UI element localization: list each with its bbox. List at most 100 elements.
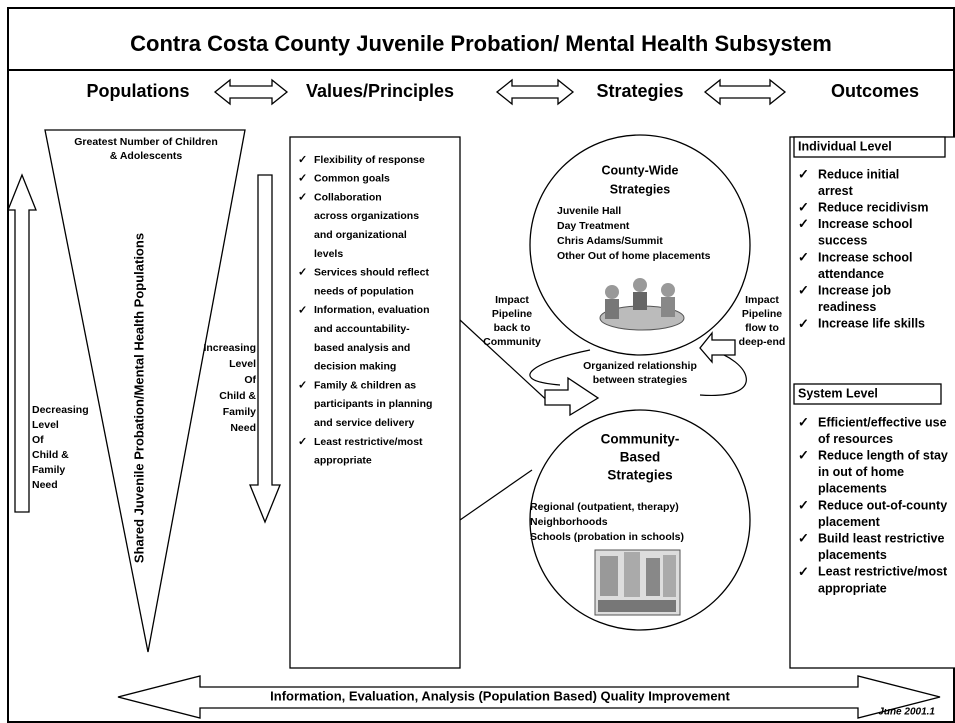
community-title: Community- bbox=[601, 432, 680, 447]
relationship-text: between strategies bbox=[593, 374, 688, 386]
outcome-item: placement bbox=[818, 515, 881, 529]
community-item: Neighborhoods bbox=[530, 516, 608, 528]
check-mark: ✓ bbox=[798, 216, 809, 231]
check-mark: ✓ bbox=[798, 249, 809, 264]
page: Contra Costa County Juvenile Probation/ … bbox=[0, 0, 955, 723]
community-title: Strategies bbox=[607, 468, 672, 483]
county-item: Chris Adams/Summit bbox=[557, 235, 663, 247]
outcome-level-title: System Level bbox=[798, 386, 878, 400]
check-mark: ✓ bbox=[798, 166, 809, 181]
triangle-side-text: Shared Juvenile Probation/Mental Health … bbox=[131, 233, 146, 563]
decreasing-text: Decreasing bbox=[32, 404, 89, 416]
check-mark: ✓ bbox=[298, 192, 307, 204]
outcome-item: Reduce out-of-county bbox=[818, 498, 947, 512]
increasing-text: Increasing bbox=[203, 342, 256, 354]
impact-back-text: Community bbox=[483, 336, 541, 348]
meeting-illustration bbox=[600, 278, 684, 330]
column-header: Populations bbox=[87, 81, 190, 101]
increasing-text: Of bbox=[244, 374, 256, 386]
double-arrow bbox=[705, 80, 785, 104]
community-item: Schools (probation in schools) bbox=[530, 531, 684, 543]
value-item: and organizational bbox=[314, 229, 407, 241]
column-header: Strategies bbox=[596, 81, 683, 101]
impact-flow-text: Impact bbox=[745, 294, 779, 306]
curve-arrow bbox=[530, 350, 590, 385]
outcome-item: Increase job bbox=[818, 283, 891, 297]
value-item: and service delivery bbox=[314, 417, 415, 429]
outcome-item: Reduce initial bbox=[818, 167, 899, 181]
outcome-item: success bbox=[818, 234, 867, 248]
increasing-text: Level bbox=[229, 358, 256, 370]
date-text: June 2001.1 bbox=[878, 707, 935, 718]
county-item: Day Treatment bbox=[557, 220, 630, 232]
county-item: Other Out of home placements bbox=[557, 250, 711, 262]
outcome-item: placements bbox=[818, 482, 887, 496]
check-mark: ✓ bbox=[798, 414, 809, 429]
outcome-item: in out of home bbox=[818, 465, 904, 479]
check-mark: ✓ bbox=[298, 173, 307, 185]
value-item: participants in planning bbox=[314, 398, 432, 410]
impact-flow-text: deep-end bbox=[739, 336, 786, 348]
impact-back-text: back to bbox=[494, 322, 531, 334]
impact-back-text: Impact bbox=[495, 294, 529, 306]
arrow-head bbox=[545, 378, 598, 415]
check-mark: ✓ bbox=[798, 564, 809, 579]
value-item: Collaboration bbox=[314, 191, 382, 203]
outcome-item: attendance bbox=[818, 267, 884, 281]
county-title: Strategies bbox=[610, 182, 670, 196]
decreasing-text: Need bbox=[32, 479, 58, 491]
header-arrows bbox=[215, 80, 785, 104]
impact-flow-text: Pipeline bbox=[742, 308, 782, 320]
triangle-top-text: & Adolescents bbox=[110, 150, 183, 162]
banner-text: Information, Evaluation, Analysis (Popul… bbox=[270, 688, 730, 703]
triangle-top-text: Greatest Number of Children bbox=[74, 136, 218, 148]
value-item: Information, evaluation bbox=[314, 304, 430, 316]
double-arrow bbox=[497, 80, 573, 104]
value-item: and accountability- bbox=[314, 323, 410, 335]
check-mark: ✓ bbox=[298, 154, 307, 166]
outcome-item: of resources bbox=[818, 432, 893, 446]
outcome-item: Efficient/effective use bbox=[818, 415, 947, 429]
value-item: Common goals bbox=[314, 173, 390, 185]
connector bbox=[460, 470, 532, 520]
value-item: needs of population bbox=[314, 285, 414, 297]
check-mark: ✓ bbox=[798, 283, 809, 298]
outcome-level-title: Individual Level bbox=[798, 139, 892, 153]
community-title: Based bbox=[620, 450, 661, 465]
increasing-text: Family bbox=[223, 406, 256, 418]
outcome-item: Reduce length of stay bbox=[818, 448, 948, 462]
value-item: decision making bbox=[314, 361, 396, 373]
impact-flow-text: flow to bbox=[745, 322, 779, 334]
check-mark: ✓ bbox=[798, 448, 809, 463]
check-mark: ✓ bbox=[298, 304, 307, 316]
check-mark: ✓ bbox=[798, 497, 809, 512]
value-item: Services should reflect bbox=[314, 267, 429, 279]
increasing-text: Child & bbox=[219, 390, 256, 402]
column-header: Outcomes bbox=[831, 81, 919, 101]
value-item: Family & children as bbox=[314, 379, 416, 391]
check-mark: ✓ bbox=[298, 380, 307, 392]
outcome-item: Increase life skills bbox=[818, 317, 925, 331]
impact-back-text: Pipeline bbox=[492, 308, 532, 320]
up-arrow bbox=[8, 175, 36, 512]
outcome-item: Reduce recidivism bbox=[818, 200, 928, 214]
value-item: Least restrictive/most bbox=[314, 436, 423, 448]
decreasing-text: Family bbox=[32, 464, 65, 476]
check-mark: ✓ bbox=[798, 531, 809, 546]
check-mark: ✓ bbox=[798, 316, 809, 331]
check-mark: ✓ bbox=[298, 267, 307, 279]
county-title: County-Wide bbox=[602, 163, 679, 177]
outcome-item: Increase school bbox=[818, 250, 913, 264]
county-item: Juvenile Hall bbox=[557, 205, 621, 217]
outcome-item: arrest bbox=[818, 184, 854, 198]
check-mark: ✓ bbox=[798, 200, 809, 215]
outcome-item: Build least restrictive bbox=[818, 531, 944, 545]
column-header: Values/Principles bbox=[306, 81, 454, 101]
value-item: Flexibility of response bbox=[314, 154, 425, 166]
value-item: appropriate bbox=[314, 455, 372, 467]
value-item: levels bbox=[314, 248, 343, 260]
outcome-item: Increase school bbox=[818, 217, 913, 231]
value-item: based analysis and bbox=[314, 342, 410, 354]
relationship-text: Organized relationship bbox=[583, 360, 697, 372]
decreasing-text: Child & bbox=[32, 449, 69, 461]
